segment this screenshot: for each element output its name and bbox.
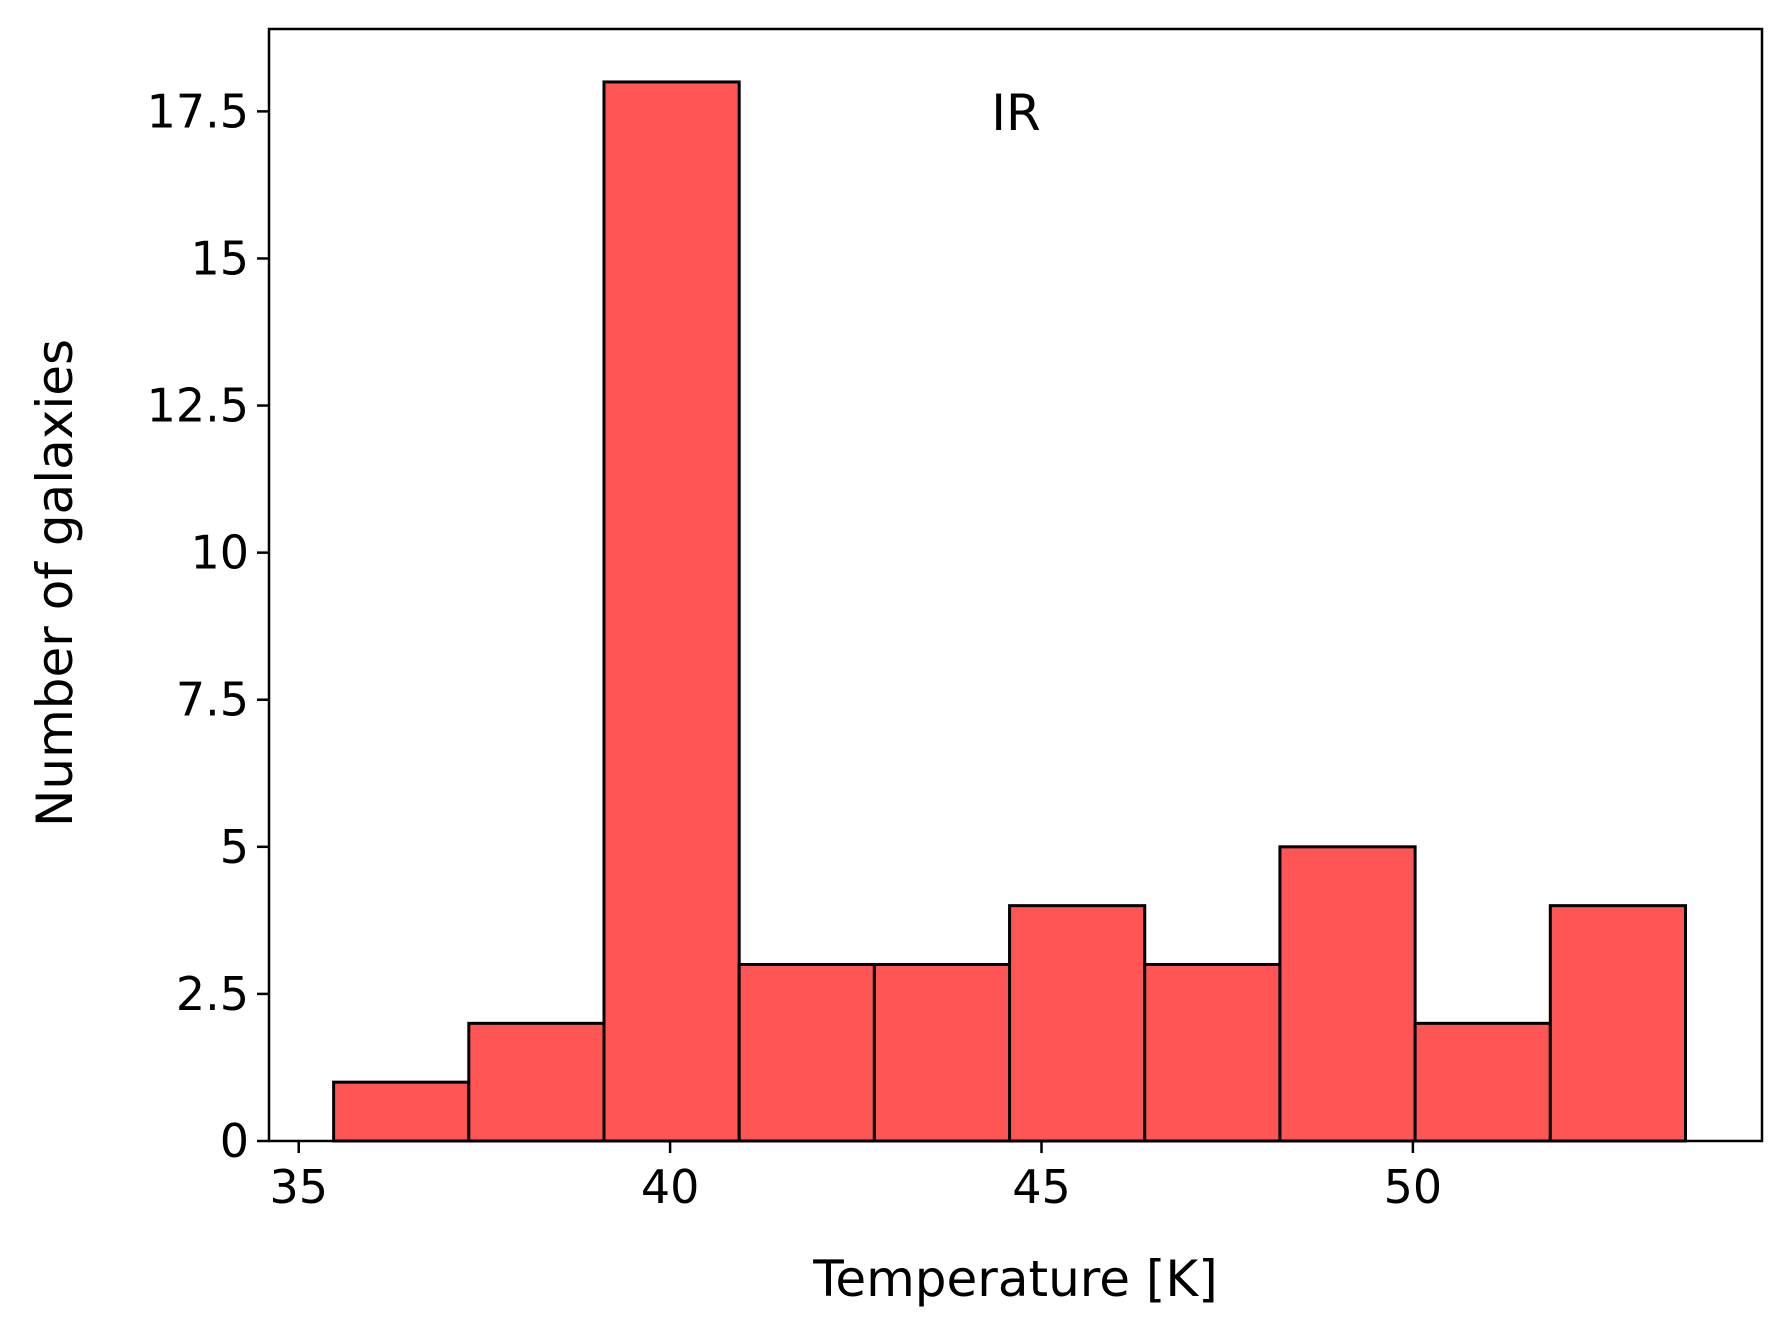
y-tick-label: 5 (220, 820, 249, 874)
x-tick-label: 35 (269, 1160, 328, 1214)
histogram-bar (1413, 1021, 1552, 1143)
x-tick-label: 45 (1012, 1160, 1071, 1214)
y-tick-label: 12.5 (147, 379, 249, 433)
bars-group (332, 80, 1687, 1143)
x-axis-ticks: 35 40 45 50 (269, 1141, 1442, 1214)
y-axis-ticks: 0 2.5 5 7.5 10 12.5 15 17.5 (147, 84, 269, 1168)
y-tick-label: 17.5 (147, 84, 249, 138)
histogram-bar (332, 1080, 471, 1143)
x-axis-label: Temperature [K] (812, 1250, 1217, 1308)
y-tick-label: 10 (190, 526, 249, 580)
plot-frame (267, 27, 1764, 1143)
histogram-bar (872, 962, 1012, 1143)
histogram-bar (737, 962, 876, 1143)
histogram-bar (1278, 845, 1417, 1143)
histogram-bar (1548, 904, 1687, 1143)
histogram-bar (1143, 962, 1282, 1143)
y-tick-label: 7.5 (176, 673, 249, 727)
y-tick-label: 0 (220, 1114, 249, 1168)
y-tick-label: 2.5 (176, 967, 249, 1021)
x-tick-label: 50 (1384, 1160, 1443, 1214)
histogram-bar (467, 1021, 606, 1143)
y-axis-label: Number of galaxies (26, 339, 84, 827)
histogram-bar (602, 80, 741, 1143)
panel-annotation: IR (991, 84, 1041, 142)
y-tick-label: 15 (190, 231, 249, 285)
x-tick-label: 40 (641, 1160, 700, 1214)
histogram-bar (1008, 904, 1147, 1143)
